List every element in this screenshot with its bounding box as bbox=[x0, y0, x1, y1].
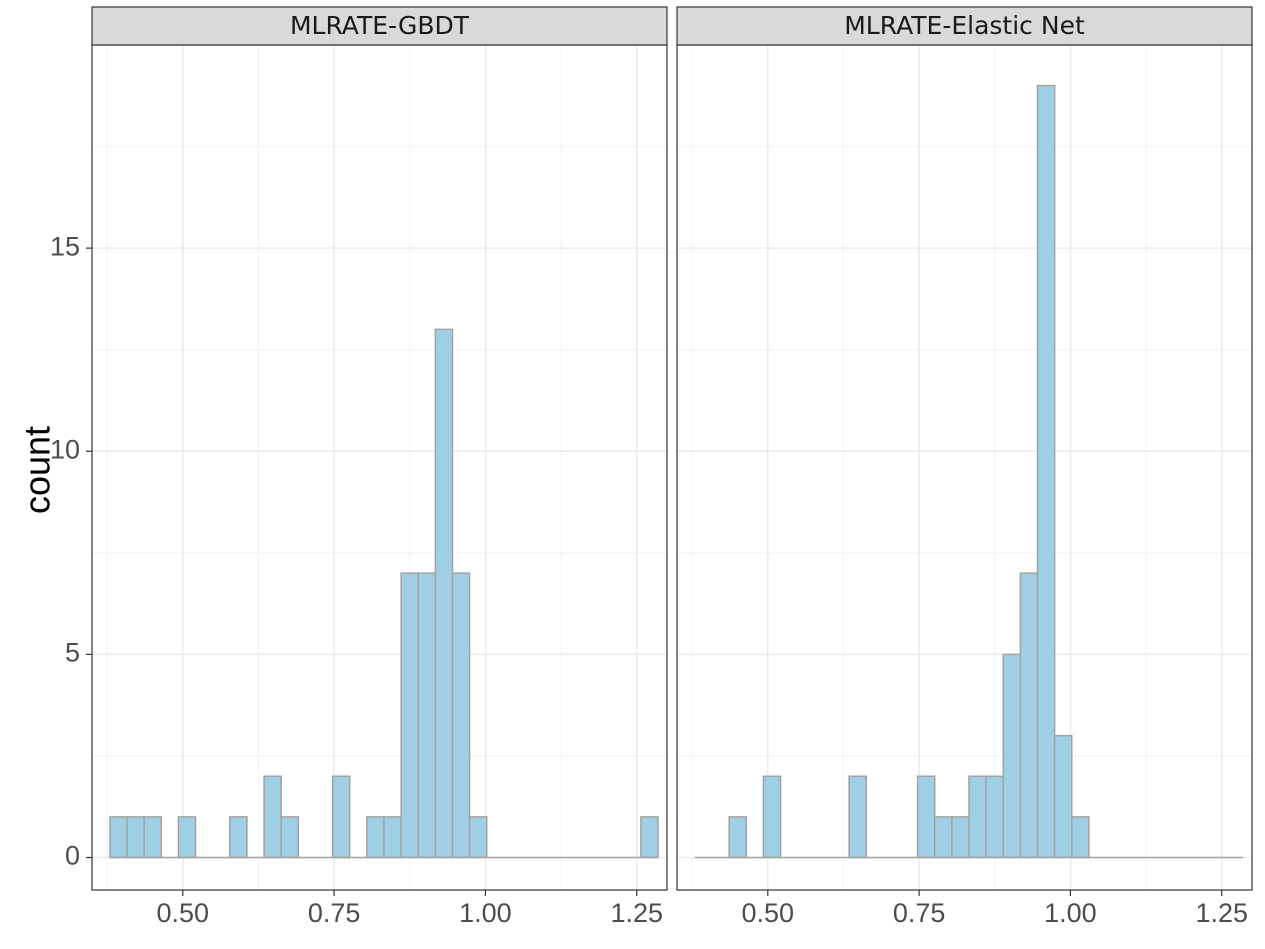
x-tick-label: 1.00 bbox=[459, 898, 512, 928]
histogram-bar bbox=[109, 816, 128, 859]
x-tick-label: 1.25 bbox=[1195, 898, 1248, 928]
y-tick-label: 15 bbox=[50, 231, 80, 261]
x-tick-label: 0.75 bbox=[308, 898, 361, 928]
x-tick-label: 1.00 bbox=[1044, 898, 1097, 928]
histogram-bar bbox=[451, 572, 471, 859]
histogram-bar bbox=[968, 775, 987, 859]
panel-background bbox=[677, 45, 1252, 890]
histogram-bar bbox=[229, 816, 248, 859]
histogram-bar bbox=[1036, 84, 1056, 859]
histogram-bar bbox=[1019, 572, 1039, 859]
facet-panel-2: MLRATE-Elastic Net 0.50 0.75 1.00 1.25 bbox=[676, 6, 1253, 928]
histogram-bar bbox=[143, 816, 163, 859]
x-tick-label: 1.25 bbox=[610, 898, 663, 928]
histogram-bar bbox=[366, 816, 385, 859]
histogram-bar bbox=[383, 816, 402, 859]
histogram-bar bbox=[848, 775, 867, 859]
y-tick-label: 0 bbox=[65, 841, 80, 871]
histogram-bar bbox=[434, 328, 454, 859]
y-tick-label: 10 bbox=[50, 434, 80, 464]
histogram-bar bbox=[933, 816, 953, 859]
facet-strip bbox=[676, 6, 1253, 46]
histogram-bar bbox=[331, 775, 351, 859]
facet-strip bbox=[91, 6, 668, 46]
y-tick-label: 5 bbox=[65, 638, 80, 668]
histogram-bar bbox=[951, 816, 970, 859]
x-tick-label: 0.50 bbox=[742, 898, 795, 928]
histogram-bar bbox=[1071, 816, 1090, 859]
histogram-bar bbox=[177, 816, 197, 859]
histogram-bar bbox=[280, 816, 300, 859]
histogram-bar bbox=[468, 816, 488, 859]
facet-panel-1: MLRATE-GBDT 0.50 0.75 1.00 1.25 bbox=[91, 6, 668, 928]
histogram-bar bbox=[640, 816, 659, 859]
histogram-bar bbox=[400, 572, 419, 859]
y-axis-title: count bbox=[17, 426, 58, 514]
histogram-bars bbox=[109, 328, 659, 859]
histogram-bar bbox=[1002, 653, 1022, 859]
histogram-bar bbox=[417, 572, 437, 859]
histogram-bar bbox=[126, 816, 145, 859]
histogram-bar bbox=[728, 816, 748, 859]
histogram-bar bbox=[985, 775, 1004, 859]
histogram-bar bbox=[762, 775, 782, 859]
histogram-bar bbox=[916, 775, 936, 859]
x-tick-label: 0.75 bbox=[893, 898, 946, 928]
histogram-bar bbox=[1053, 734, 1073, 859]
panel-background bbox=[92, 45, 667, 890]
y-axis: 0 5 10 15 bbox=[50, 231, 92, 871]
facet-strip-label: MLRATE-Elastic Net bbox=[844, 11, 1085, 40]
x-tick-label: 0.50 bbox=[157, 898, 210, 928]
histogram-bar bbox=[263, 775, 282, 859]
facet-strip-label: MLRATE-GBDT bbox=[290, 11, 470, 40]
